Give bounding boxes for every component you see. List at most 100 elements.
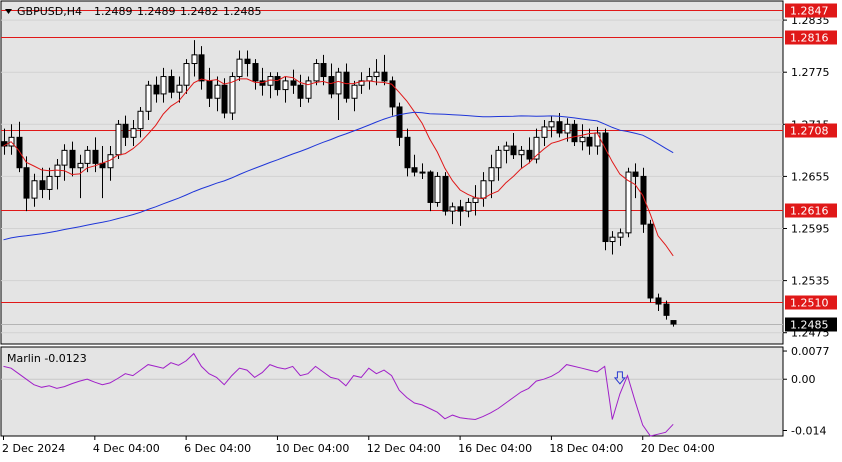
candle [39,167,46,199]
level-label: 1.2708 [790,125,829,138]
level-label: 1.2816 [790,32,829,45]
candle [655,293,662,312]
time-tick-label: 6 Dec 04:00 [184,442,251,455]
price-pane[interactable]: 1.28351.27751.27151.26551.25951.25351.24… [0,0,837,345]
candle-body [274,76,281,91]
candle [122,115,129,147]
candle-body [305,80,312,99]
triangle-down-icon[interactable] [5,9,12,14]
candle-body [320,63,327,78]
candle-body [404,136,411,169]
candle-body [541,126,548,138]
indicator-pane[interactable]: 0.0077 0.00 -0.014 Marlin -0.0123 [0,345,830,438]
indicator-axis: 0.0077 0.00 -0.014 [783,345,830,438]
price-tick-label: 1.2655 [791,170,830,183]
candle-body [442,175,449,212]
candle [61,144,68,181]
candles [1,40,677,327]
candle-body [472,197,479,203]
marlin-polyline [3,352,674,437]
candle [313,59,320,86]
candle [518,146,525,168]
candle [77,154,84,199]
candle [488,154,495,199]
candle-body [176,84,183,93]
candle [160,67,167,103]
candle-body [602,132,609,243]
candle-body [183,63,190,86]
candle [579,124,586,151]
candle-body [647,223,654,299]
candle [411,154,418,177]
candle-body [244,58,251,65]
symbol-timeframe: GBPUSD,H4 [17,5,82,18]
candle [290,69,297,94]
candle-body [571,123,578,143]
candle [586,128,593,155]
candle [282,76,289,103]
candle [274,72,281,96]
price-tick-label: 1.2535 [791,275,830,288]
candle-body [229,76,236,114]
candle [427,170,434,212]
candle-body [191,54,198,65]
candle [92,137,99,173]
time-tick-label: 18 Dec 04:00 [549,442,623,455]
time-tick-label: 20 Dec 04:00 [641,442,715,455]
candle-body [198,54,205,82]
level-label-bg [785,295,837,310]
candle [602,128,609,251]
candle [670,320,677,327]
candle [305,76,312,103]
candle-body [366,76,373,82]
current-price-label: 1.2485 [790,319,829,332]
indicator-tick-label: 0.00 [791,373,816,386]
time-tick-label: 10 Dec 04:00 [275,442,349,455]
candle-body [153,84,160,95]
candle [31,173,38,207]
candle-body [297,84,304,99]
candle [640,167,647,233]
level-label-bg [785,3,837,18]
candle [526,137,533,164]
candle [663,300,670,320]
candle-body [92,149,99,164]
candle-body [396,106,403,138]
price-grid [1,19,783,334]
indicator-tick-label: -0.014 [791,425,826,438]
candle-body [465,201,472,212]
indicator-plot-area [0,346,784,437]
time-tick-label: 2 Dec 2024 [2,442,65,455]
moving-averages [3,75,674,257]
candle-body [343,71,350,99]
candle-body [670,320,677,325]
candle-body [449,206,456,212]
candle [229,72,236,120]
candle-body [252,63,259,82]
candle [153,76,160,103]
candle [510,132,517,160]
level-label: 1.2616 [790,205,829,218]
candle-body [533,136,540,160]
candle [396,102,403,147]
candle [495,146,502,181]
candle-body [84,149,91,164]
price-tick-label: 1.2595 [791,223,830,236]
ohlc-low: 1.2482 [180,5,219,18]
candle [442,172,449,216]
current-price-label-bg [785,317,837,332]
candle [328,63,335,99]
candle-body [77,162,84,169]
candle-body [389,80,396,108]
candle [23,156,30,212]
candle [351,80,358,112]
candle-body [130,128,137,138]
candle-body [518,149,525,156]
candle-body [160,76,167,95]
candle-body [214,84,221,99]
candle [541,119,548,147]
level-label: 1.2510 [790,297,829,310]
candle-body [655,297,662,305]
candle-body [282,80,289,91]
